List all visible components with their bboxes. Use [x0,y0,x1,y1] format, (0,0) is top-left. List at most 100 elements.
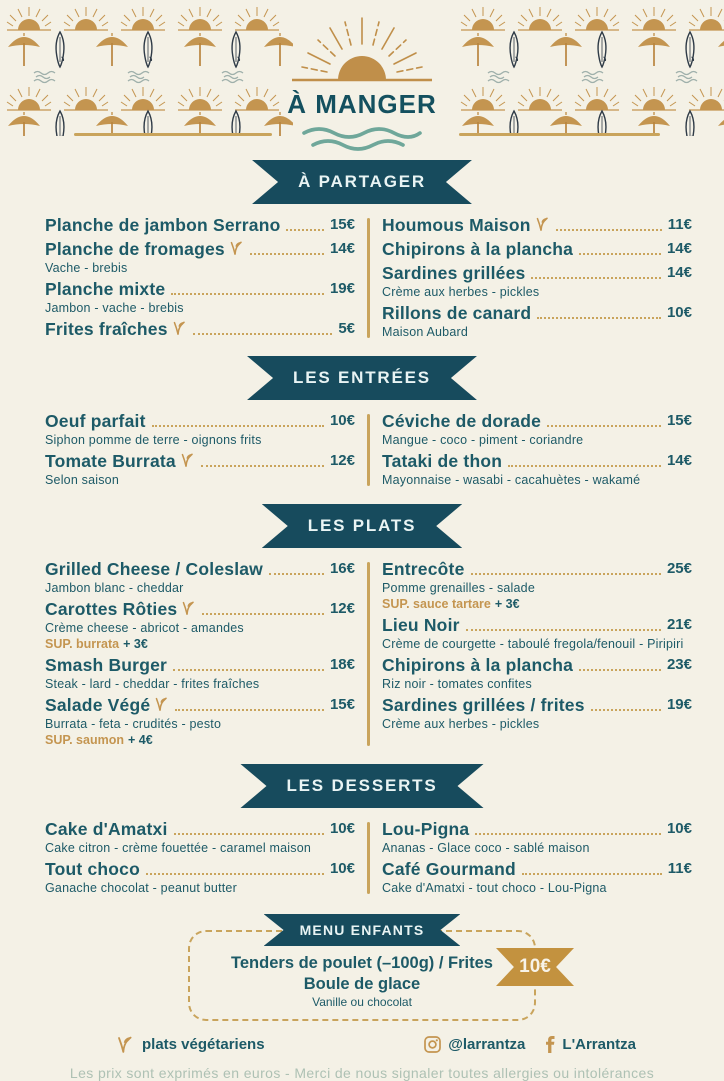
item-price: 15€ [329,696,355,713]
item-supplement: SUP. saumon + 4€ [45,732,355,748]
dotted-leader [192,333,333,335]
menu-item: Tout choco 10€ Ganache chocolat - peanut b… [45,858,355,896]
menu-item: Lieu Noir 21€ Crème de courgette - taboulé… [382,614,692,652]
item-name: Entrecôte [382,559,465,579]
dotted-leader [547,425,661,427]
item-description: Crème aux herbes - pickles [382,285,540,299]
waves-icon [302,127,422,151]
section-title: LES PLATS [307,516,417,535]
dotted-leader [151,425,324,427]
menu-item: Planche mixte 19€ Jambon - vache - brebis [45,278,355,316]
menu-item: Houmous Maison 11€ [382,214,692,236]
item-price: 25€ [666,560,692,577]
dotted-leader [171,293,324,295]
column-divider [367,414,370,486]
item-name: Smash Burger [45,655,168,675]
item-price: 21€ [666,616,692,633]
column-divider [367,218,370,338]
menu-section: À PARTAGER Planche de jambon Serrano 15€ Pl… [0,160,724,342]
item-name: Sardines grillées / frites [382,695,585,715]
dotted-leader [465,629,661,631]
supplement-label: SUP. sauce tartare [382,597,491,611]
menu-column: Céviche de dorade 15€ Mangue - coco - pime… [382,410,692,490]
beach-pattern-right [460,4,724,136]
item-price: 18€ [329,656,355,673]
menu-item: Grilled Cheese / Coleslaw 16€ Jambon blanc… [45,558,355,596]
dotted-leader [508,465,661,467]
menu-item: Chipirons à la plancha 14€ [382,238,692,260]
item-price: 19€ [666,696,692,713]
menu-item: Entrecôte 25€ Pomme grenailles - salade SUP… [382,558,692,612]
item-name: Grilled Cheese / Coleslaw [45,559,263,579]
supplement-extra: + 4€ [127,733,153,747]
item-name: Céviche de dorade [382,411,542,431]
dotted-leader [590,709,661,711]
item-name: Sardines grillées [382,263,526,283]
item-description: Cake d'Amatxi - tout choco - Lou-Pigna [382,881,607,895]
item-price: 14€ [329,240,355,257]
item-price: 11€ [667,860,692,877]
dotted-leader [531,277,661,279]
section-banner: LES ENTRÉES [247,356,477,400]
item-price: 10€ [666,820,692,837]
dotted-leader [470,573,661,575]
dotted-leader [249,253,324,255]
item-name: Tout choco [45,859,140,879]
menu-item: Céviche de dorade 15€ Mangue - coco - pime… [382,410,692,448]
item-price: 15€ [329,216,355,233]
dotted-leader [173,669,324,671]
item-description: Mayonnaise - wasabi - cacahuètes - wakam… [382,473,641,487]
section-title: LES ENTRÉES [293,368,431,387]
item-name: Tataki de thon [382,451,503,471]
dotted-leader [175,709,324,711]
item-name: Tomate Burrata [45,451,176,471]
supplement-label: SUP. burrata [45,637,120,651]
header-gold-line-left [74,133,272,136]
kids-menu-banner: MENU ENFANTS [264,914,461,946]
menu-item: Cake d'Amatxi 10€ Cake citron - crème foue… [45,818,355,856]
item-name: Cake d'Amatxi [45,819,168,839]
item-description: Ananas - Glace coco - sablé maison [382,841,590,855]
item-price: 19€ [329,280,355,297]
kids-menu: MENU ENFANTS Tenders de poulet (–100g) /… [0,914,724,1021]
item-description: Jambon - vache - brebis [45,301,184,315]
item-description: Crème aux herbes - pickles [382,717,540,731]
menu-footer: plats végétariens @larrantza L'Arrantza … [0,1035,724,1081]
menu-column: Entrecôte 25€ Pomme grenailles - salade SUP… [382,558,692,750]
supplement-extra: + 3€ [494,597,520,611]
item-name: Planche de fromages [45,239,225,259]
item-name: Frites fraîches [45,319,168,339]
item-supplement: SUP. burrata + 3€ [45,636,355,652]
item-description: Crème de courgette - taboulé fregola/fen… [382,637,684,651]
instagram-icon [424,1036,442,1053]
section-banner: LES DESSERTS [240,764,483,808]
item-description: Steak - lard - cheddar - frites fraîches [45,677,260,691]
veg-leaf-icon [230,241,242,255]
veg-legend-label: plats végétariens [142,1036,265,1053]
veg-leaf-icon [118,1036,132,1053]
dotted-leader [475,833,661,835]
menu-item: Planche de fromages 14€ Vache - brebis [45,238,355,276]
beach-pattern-left [6,4,293,136]
item-description: Burrata - feta - crudités - pesto [45,717,222,731]
dotted-leader [537,317,661,319]
item-name: Lieu Noir [382,615,460,635]
veg-leaf-icon [181,453,193,467]
dotted-leader [200,465,324,467]
item-description: Selon saison [45,473,119,487]
item-name: Salade Végé [45,695,151,715]
item-price: 10€ [329,860,355,877]
menu-item: Salade Végé 15€ Burrata - feta - crudités … [45,694,355,748]
menu-item: Sardines grillées 14€ Crème aux herbes - p… [382,262,692,300]
menu-column: Lou-Pigna 10€ Ananas - Glace coco - sablé … [382,818,692,898]
menu-column: Planche de jambon Serrano 15€ Planche de f… [45,214,355,342]
allergy-note: Les prix sont exprimés en euros - Merci … [69,1065,655,1081]
instagram-handle: @larrantza [448,1036,526,1053]
menu-sections: À PARTAGER Planche de jambon Serrano 15€ Pl… [0,160,724,898]
menu-column: Houmous Maison 11€ Chipirons à la plancha 1… [382,214,692,342]
item-name: Rillons de canard [382,303,532,323]
item-price: 10€ [329,412,355,429]
item-price: 23€ [666,656,692,673]
veg-leaf-icon [536,217,548,231]
item-description: Jambon blanc - cheddar [45,581,184,595]
